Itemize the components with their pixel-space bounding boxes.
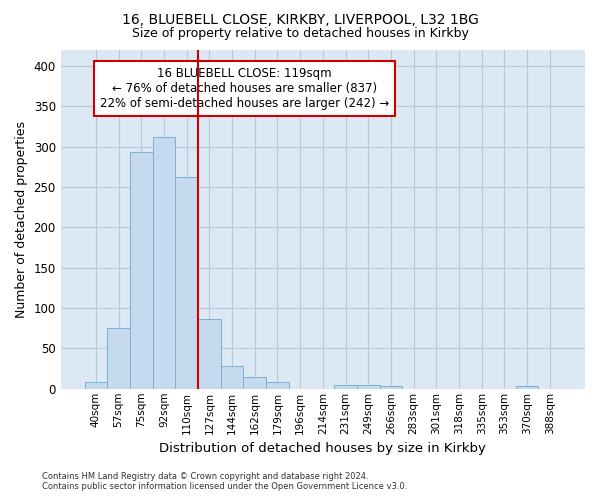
Bar <box>175 176 198 389</box>
Bar <box>244 376 266 389</box>
Bar <box>130 152 152 389</box>
Bar <box>198 320 221 389</box>
Text: Contains HM Land Registry data © Crown copyright and database right 2024.: Contains HM Land Registry data © Crown c… <box>42 472 368 481</box>
Bar <box>152 137 175 389</box>
Text: Size of property relative to detached houses in Kirkby: Size of property relative to detached ho… <box>131 28 469 40</box>
Bar <box>357 384 380 389</box>
Text: 16 BLUEBELL CLOSE: 119sqm
← 76% of detached houses are smaller (837)
22% of semi: 16 BLUEBELL CLOSE: 119sqm ← 76% of detac… <box>100 67 389 110</box>
Bar <box>107 328 130 389</box>
Bar <box>380 386 402 389</box>
Y-axis label: Number of detached properties: Number of detached properties <box>15 121 28 318</box>
Bar <box>334 384 357 389</box>
Text: Contains public sector information licensed under the Open Government Licence v3: Contains public sector information licen… <box>42 482 407 491</box>
Bar <box>85 382 107 389</box>
Text: 16, BLUEBELL CLOSE, KIRKBY, LIVERPOOL, L32 1BG: 16, BLUEBELL CLOSE, KIRKBY, LIVERPOOL, L… <box>122 12 478 26</box>
Bar <box>221 366 244 389</box>
Bar <box>266 382 289 389</box>
X-axis label: Distribution of detached houses by size in Kirkby: Distribution of detached houses by size … <box>160 442 486 455</box>
Bar <box>516 386 538 389</box>
